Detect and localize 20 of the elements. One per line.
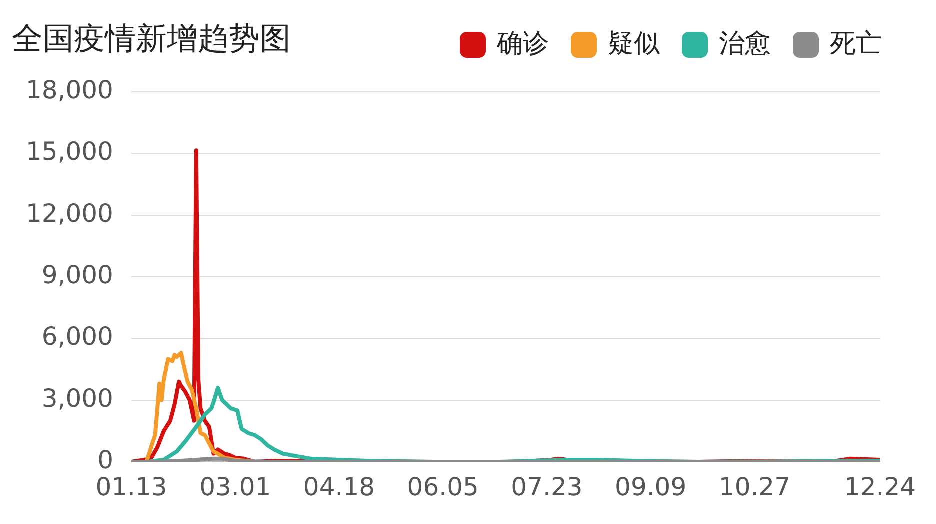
y-tick-label: 6,000	[42, 322, 114, 352]
x-tick-label: 10.27	[718, 472, 790, 502]
legend-label: 死亡	[830, 28, 882, 59]
x-tick-label: 07.23	[511, 472, 583, 502]
x-tick-label: 01.13	[96, 472, 168, 502]
legend-label: 治愈	[719, 28, 771, 59]
x-tick-label: 06.05	[407, 472, 479, 502]
legend-label: 确诊	[496, 28, 549, 59]
y-tick-label: 12,000	[26, 198, 114, 228]
x-tick-label: 04.18	[303, 472, 376, 502]
x-tick-label: 09.09	[615, 472, 687, 502]
chart-title: 全国疫情新增趋势图	[12, 20, 291, 59]
y-tick-label: 0	[98, 446, 114, 474]
y-tick-label: 9,000	[42, 260, 114, 290]
x-tick-label: 03.01	[200, 472, 272, 502]
y-tick-label: 18,000	[26, 76, 114, 104]
x-tick-label: 12.24	[844, 472, 916, 502]
y-tick-label: 3,000	[42, 384, 114, 413]
y-tick-label: 15,000	[26, 137, 114, 166]
legend-label: 疑似	[608, 28, 660, 59]
